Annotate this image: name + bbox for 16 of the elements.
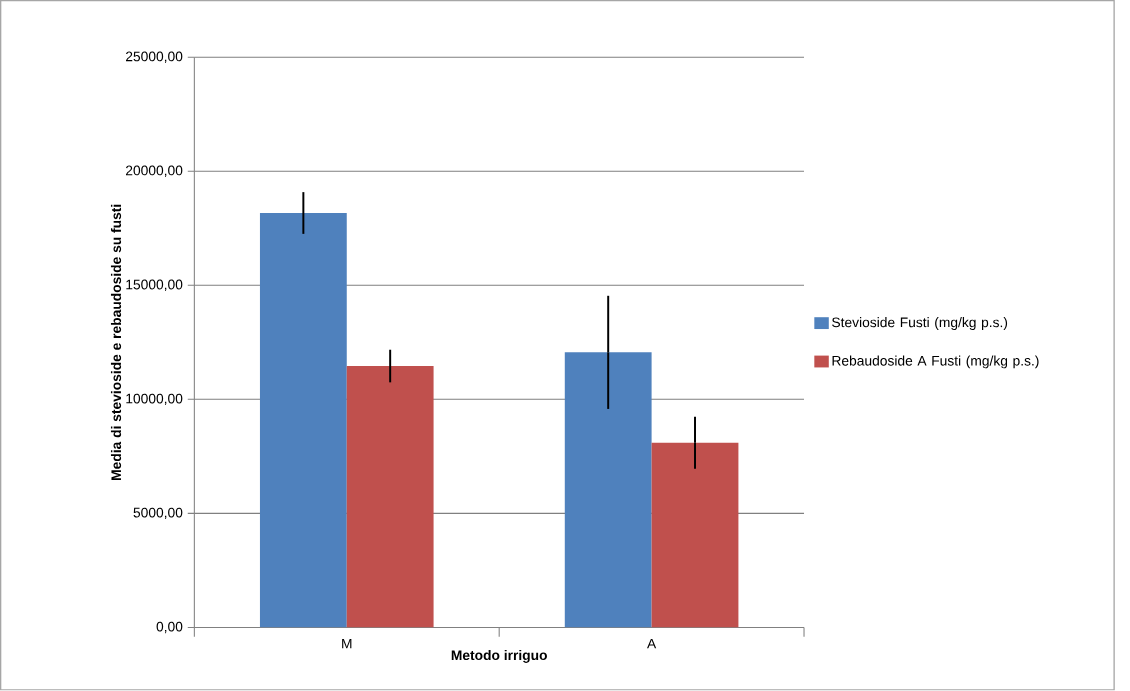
bar — [564, 352, 652, 628]
y-tick-label: 0,00 — [156, 621, 183, 634]
y-tick-label: 5000,00 — [133, 507, 183, 520]
x-tick-label: A — [647, 639, 657, 649]
legend-label: Stevioside Fusti (mg/kg p.s.) — [832, 317, 1008, 331]
y-tick-label: 10000,00 — [126, 393, 183, 406]
x-axis-title: Metodo irriguo — [451, 650, 547, 664]
legend-label: Rebaudoside A Fusti (mg/kg p.s.) — [832, 355, 1039, 369]
y-axis-title: Media di stevioside e rebaudoside su fusti — [110, 204, 122, 481]
y-tick-label: 25000,00 — [126, 51, 183, 64]
bar — [651, 442, 739, 628]
y-tick-label: 15000,00 — [126, 279, 183, 292]
bar — [259, 213, 347, 628]
y-tick-label: 20000,00 — [126, 165, 183, 178]
bar — [346, 366, 434, 628]
x-tick-label: M — [342, 639, 352, 649]
